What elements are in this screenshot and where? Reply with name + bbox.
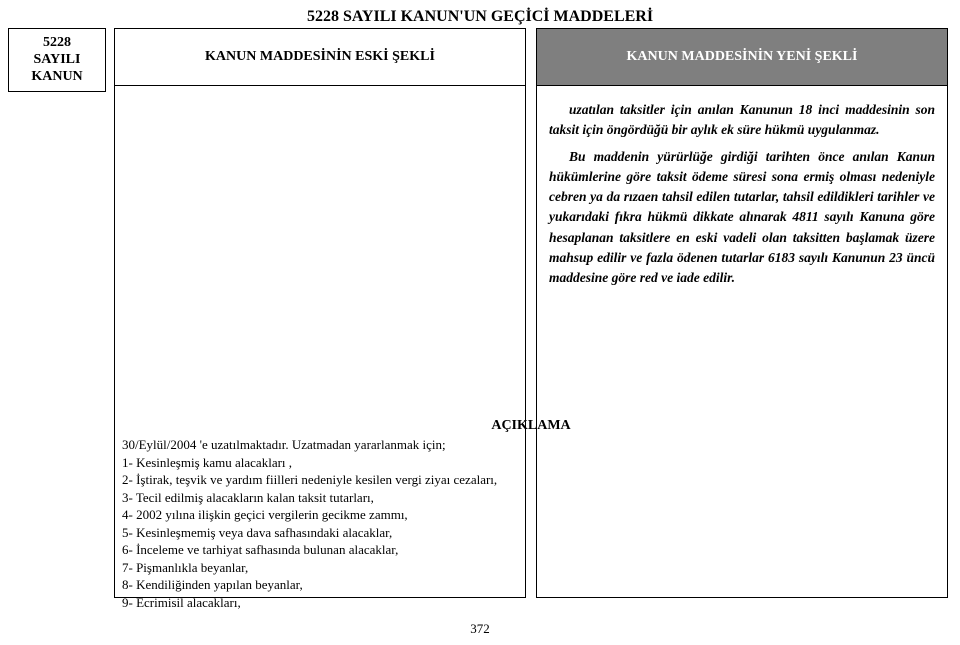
- paragraph-1: uzatılan taksitler için anılan Kanunun 1…: [549, 100, 935, 141]
- explanation-item: 5- Kesinleşmemiş veya dava safhasındaki …: [122, 524, 942, 542]
- page: 5228 SAYILI KANUN'UN GEÇİCİ MADDELERİ 52…: [0, 0, 960, 645]
- law-id-line2: SAYILI: [34, 52, 81, 67]
- explanation-item: 8- Kendiliğinden yapılan beyanlar,: [122, 576, 942, 594]
- law-id-line1: 5228: [43, 35, 71, 50]
- explanation-intro: 30/Eylül/2004 'e uzatılmaktadır. Uzatmad…: [122, 436, 942, 454]
- explanation-item: 3- Tecil edilmiş alacakların kalan taksi…: [122, 489, 942, 507]
- law-id-cell: 5228 SAYILI KANUN: [9, 29, 105, 91]
- explanation-item: 1- Kesinleşmiş kamu alacakları ,: [122, 454, 942, 472]
- explanation-item: 9- Ecrimisil alacakları,: [122, 594, 942, 612]
- explanation-body: 30/Eylül/2004 'e uzatılmaktadır. Uzatmad…: [122, 436, 942, 611]
- page-number: 372: [0, 621, 960, 637]
- law-id-line3: KANUN: [31, 69, 82, 84]
- explanation-item: 2- İştirak, teşvik ve yardım fiilleri ne…: [122, 471, 942, 489]
- page-title: 5228 SAYILI KANUN'UN GEÇİCİ MADDELERİ: [0, 8, 960, 26]
- explanation-item: 6- İnceleme ve tarhiyat safhasında bulun…: [122, 541, 942, 559]
- new-version-header: KANUN MADDESİNİN YENİ ŞEKLİ: [537, 29, 947, 86]
- explanation-item: 7- Pişmanlıkla beyanlar,: [122, 559, 942, 577]
- old-version-header: KANUN MADDESİNİN ESKİ ŞEKLİ: [115, 29, 525, 86]
- paragraph-2: Bu maddenin yürürlüğe girdiği tarihten ö…: [549, 147, 935, 289]
- law-id-box: 5228 SAYILI KANUN: [8, 28, 106, 92]
- explanation-heading: AÇIKLAMA: [114, 418, 948, 434]
- new-version-body: uzatılan taksitler için anılan Kanunun 1…: [537, 86, 947, 302]
- explanation-item: 4- 2002 yılına ilişkin geçici vergilerin…: [122, 506, 942, 524]
